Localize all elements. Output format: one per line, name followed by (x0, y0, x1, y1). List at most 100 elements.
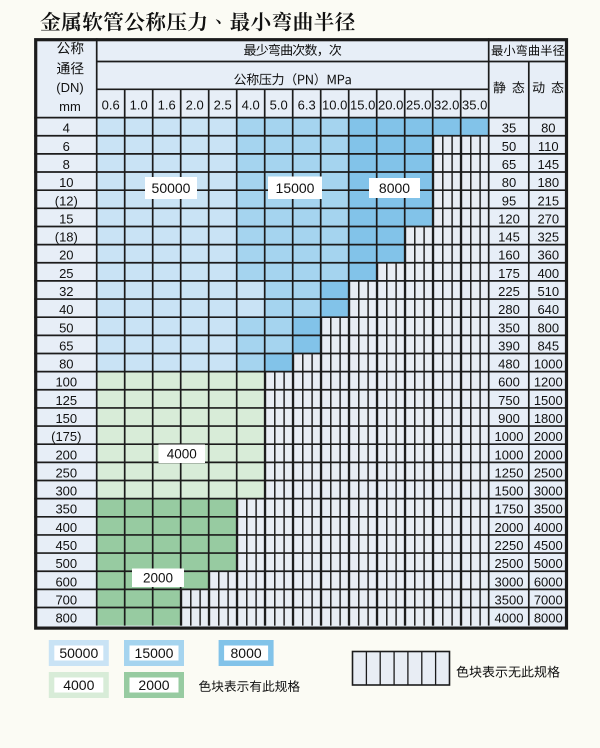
svg-text:150: 150 (55, 411, 77, 426)
svg-text:480: 480 (498, 357, 520, 372)
svg-text:225: 225 (498, 284, 520, 299)
svg-text:325: 325 (537, 230, 559, 245)
svg-text:3000: 3000 (534, 484, 563, 499)
svg-text:15000: 15000 (135, 645, 174, 661)
svg-text:25: 25 (59, 266, 73, 281)
svg-text:50000: 50000 (152, 180, 191, 196)
svg-text:1500: 1500 (495, 484, 524, 499)
svg-text:32: 32 (59, 284, 73, 299)
svg-text:2500: 2500 (495, 556, 524, 571)
svg-text:(18): (18) (55, 230, 78, 245)
svg-text:215: 215 (537, 193, 559, 208)
svg-text:5.0: 5.0 (270, 98, 288, 113)
svg-text:125: 125 (55, 393, 77, 408)
svg-text:3500: 3500 (495, 593, 524, 608)
svg-text:25.0: 25.0 (406, 98, 431, 113)
svg-text:800: 800 (55, 611, 77, 626)
svg-text:1250: 1250 (495, 466, 524, 481)
svg-text:1.6: 1.6 (158, 98, 176, 113)
svg-text:7000: 7000 (534, 593, 563, 608)
svg-text:1800: 1800 (534, 411, 563, 426)
svg-text:8000: 8000 (534, 611, 563, 626)
svg-text:2000: 2000 (143, 571, 173, 586)
svg-text:4000: 4000 (167, 447, 197, 462)
svg-text:600: 600 (498, 375, 520, 390)
svg-text:15000: 15000 (276, 180, 315, 196)
svg-text:8000: 8000 (379, 180, 410, 196)
svg-text:4: 4 (63, 121, 70, 136)
svg-text:4.0: 4.0 (242, 98, 260, 113)
svg-text:1500: 1500 (534, 393, 563, 408)
svg-text:1750: 1750 (495, 502, 524, 517)
svg-text:10.0: 10.0 (322, 98, 347, 113)
svg-text:mm: mm (59, 99, 81, 114)
svg-text:2.0: 2.0 (186, 98, 204, 113)
svg-text:1000: 1000 (495, 429, 524, 444)
svg-text:500: 500 (55, 556, 77, 571)
svg-text:40: 40 (59, 302, 73, 317)
svg-text:600: 600 (55, 574, 77, 589)
svg-text:(175): (175) (51, 429, 81, 444)
svg-text:1000: 1000 (495, 447, 524, 462)
svg-text:750: 750 (498, 393, 520, 408)
svg-text:4500: 4500 (534, 538, 563, 553)
svg-text:65: 65 (502, 157, 516, 172)
svg-text:6: 6 (63, 139, 70, 154)
svg-text:160: 160 (498, 248, 520, 263)
svg-text:3500: 3500 (534, 502, 563, 517)
svg-text:390: 390 (498, 338, 520, 353)
svg-text:65: 65 (59, 338, 73, 353)
svg-text:3000: 3000 (495, 574, 524, 589)
svg-text:1000: 1000 (534, 357, 563, 372)
svg-text:50: 50 (59, 320, 73, 335)
svg-text:8000: 8000 (231, 645, 262, 661)
svg-text:4000: 4000 (534, 520, 563, 535)
svg-text:20.0: 20.0 (378, 98, 403, 113)
svg-text:120: 120 (498, 211, 520, 226)
svg-text:4000: 4000 (63, 677, 94, 693)
svg-text:280: 280 (498, 302, 520, 317)
svg-text:10: 10 (59, 175, 73, 190)
svg-text:110: 110 (538, 139, 559, 154)
svg-text:8: 8 (63, 157, 70, 172)
svg-text:15: 15 (59, 211, 73, 226)
svg-text:1.0: 1.0 (130, 98, 148, 113)
svg-text:145: 145 (537, 157, 559, 172)
svg-text:35.0: 35.0 (462, 98, 487, 113)
svg-text:450: 450 (55, 538, 77, 553)
svg-text:2500: 2500 (534, 466, 563, 481)
svg-text:6000: 6000 (534, 574, 563, 589)
svg-text:15.0: 15.0 (350, 98, 375, 113)
svg-text:640: 640 (537, 302, 559, 317)
svg-text:700: 700 (55, 593, 77, 608)
svg-text:360: 360 (537, 248, 559, 263)
svg-text:2000: 2000 (495, 520, 524, 535)
svg-text:270: 270 (537, 211, 559, 226)
svg-text:200: 200 (55, 447, 77, 462)
svg-text:50: 50 (502, 139, 516, 154)
svg-text:180: 180 (537, 175, 559, 190)
svg-text:20: 20 (59, 248, 73, 263)
svg-text:900: 900 (498, 411, 520, 426)
svg-text:(12): (12) (55, 193, 78, 208)
svg-text:6.3: 6.3 (298, 98, 316, 113)
svg-text:100: 100 (55, 375, 77, 390)
svg-text:50000: 50000 (59, 645, 98, 661)
svg-text:2000: 2000 (534, 429, 563, 444)
svg-text:5000: 5000 (534, 556, 563, 571)
svg-text:0.6: 0.6 (102, 98, 120, 113)
svg-text:2250: 2250 (495, 538, 524, 553)
svg-text:250: 250 (55, 466, 77, 481)
svg-text:510: 510 (537, 284, 559, 299)
svg-text:1200: 1200 (534, 375, 563, 390)
svg-text:175: 175 (498, 266, 520, 281)
svg-text:80: 80 (502, 175, 516, 190)
svg-text:350: 350 (55, 502, 77, 517)
svg-text:400: 400 (537, 266, 559, 281)
svg-text:(DN): (DN) (56, 80, 83, 95)
svg-text:350: 350 (498, 320, 520, 335)
svg-text:2.5: 2.5 (214, 98, 232, 113)
svg-text:800: 800 (537, 320, 559, 335)
svg-text:35: 35 (502, 121, 516, 136)
svg-text:80: 80 (541, 121, 555, 136)
